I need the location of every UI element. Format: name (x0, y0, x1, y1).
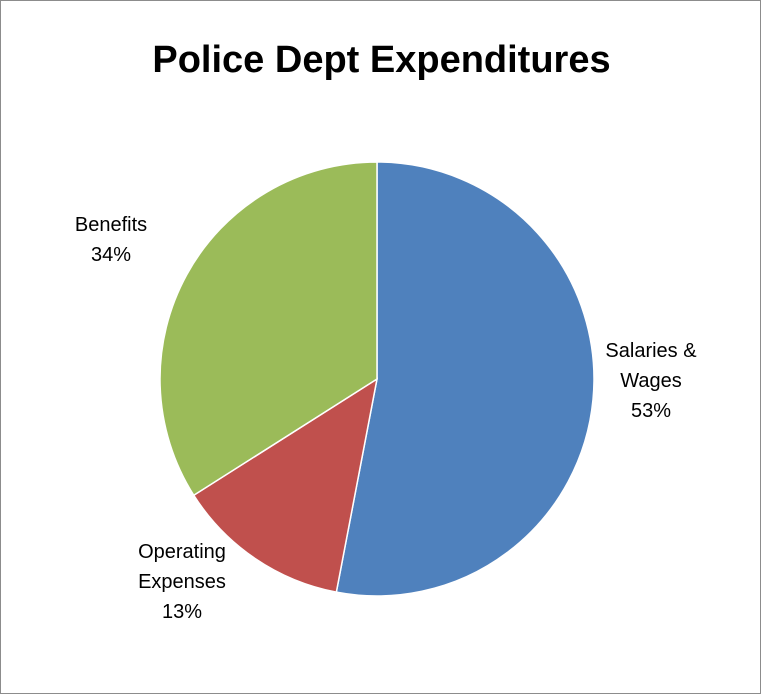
pie-slice-1 (192, 377, 379, 594)
pie-slice-0 (335, 161, 595, 597)
slice-label-2: Benefits 34% (75, 214, 147, 266)
chart-title: Police Dept Expenditures (152, 39, 611, 81)
pie-slice-2 (159, 161, 378, 497)
slice-label-line: Wages (620, 370, 682, 392)
slice-label-1: Operating Expenses 13% (138, 541, 226, 623)
slice-label-line: 34% (91, 244, 131, 266)
slice-label-line: Benefits (75, 214, 147, 236)
slice-label-line: Expenses (138, 571, 226, 593)
slice-label-line: 13% (162, 601, 202, 623)
slice-label-0: Salaries & Wages 53% (605, 340, 697, 422)
slice-label-line: Salaries & (605, 340, 697, 362)
slice-label-line: 53% (631, 400, 671, 422)
slice-label-line: Operating (138, 541, 226, 563)
